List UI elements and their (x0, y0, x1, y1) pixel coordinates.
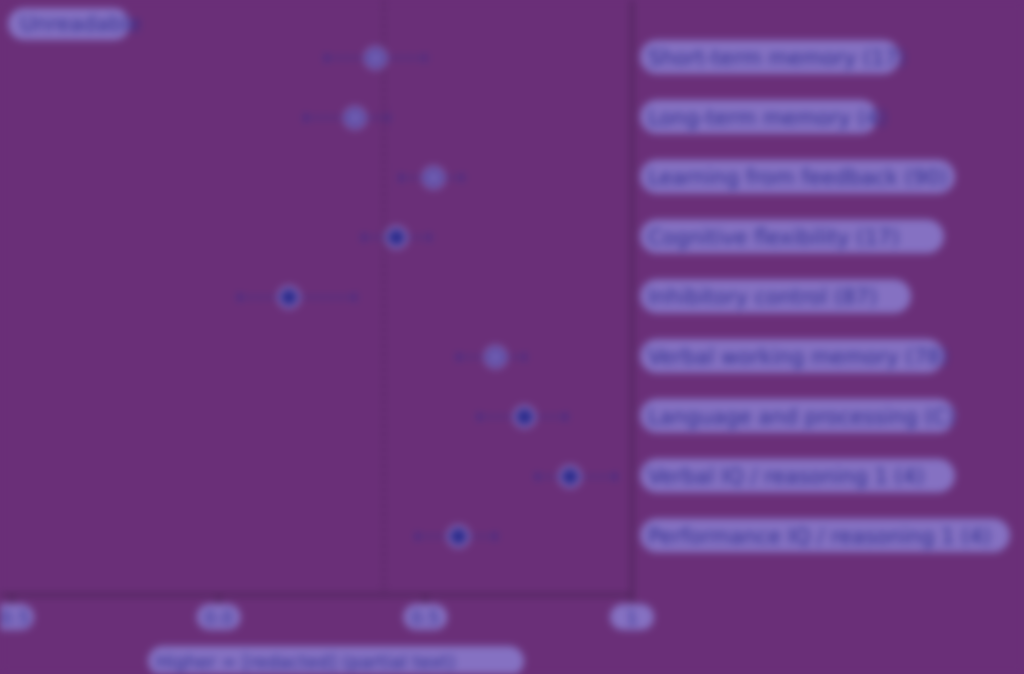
row-label-group: Short-term memory (17) (640, 40, 906, 74)
x-axis-label: Higher = [redacted] (partial text) (156, 652, 455, 673)
x-ticks-layer: -0.5 0.0 0.5 1 (0, 595, 654, 630)
x-tick-label: 0.5 (411, 608, 440, 629)
point-glow (421, 165, 446, 190)
point-glow (363, 46, 388, 70)
legend-text: Unreadable (20, 12, 141, 36)
legend-fragment: Unreadable (8, 8, 141, 40)
row-label-group: Performance IQ / reasoning 1 (4) (640, 518, 1010, 553)
forest-row (362, 225, 431, 250)
row-label-group: Language and processing (C) (640, 398, 955, 433)
row-label-glow (640, 279, 911, 314)
row-label-group: Learning from feedback (90) (640, 159, 955, 194)
row-label: Short-term memory (17) (648, 46, 906, 70)
x-tick-label-glow (403, 604, 448, 630)
forest-row (457, 345, 526, 369)
row-label-glow (640, 99, 878, 134)
row-label-glow (640, 339, 944, 373)
forest-row (478, 404, 567, 429)
row-label: Cognitive flexibility (17) (648, 225, 899, 249)
x-axis-label-group: Higher = [redacted] (partial text) (148, 646, 524, 674)
point-estimate (388, 229, 405, 246)
row-label: Verbal IQ / reasoning 1 (4) (648, 465, 924, 489)
forest-row (399, 165, 464, 190)
row-label: Verbal working memory (78) (648, 345, 949, 369)
x-tick-label: -0.5 (0, 608, 30, 629)
forest-row (416, 524, 497, 549)
point-estimate (450, 528, 467, 545)
row-label-group: Inhibitory control (87) (640, 279, 911, 314)
forest-row (535, 464, 617, 489)
point-estimate (425, 169, 442, 186)
x-axis-label-glow (148, 646, 524, 674)
point-estimate (516, 408, 533, 425)
row-label-group: Long-term memory (4) (640, 99, 887, 134)
point-estimate (347, 109, 364, 126)
x-tick-label-glow (196, 604, 241, 630)
row-label-glow (640, 219, 944, 254)
row-label-group: Verbal IQ / reasoning 1 (4) (640, 458, 955, 493)
row-label: Long-term memory (4) (648, 106, 887, 130)
point-glow (343, 105, 368, 130)
row-label-glow (640, 398, 955, 433)
point-estimate (367, 50, 384, 66)
point-glow (483, 345, 508, 369)
row-label: Learning from feedback (90) (648, 166, 948, 190)
forest-row (325, 46, 427, 70)
row-labels-layer: Short-term memory (17) Long-term memory (… (640, 40, 1010, 553)
row-label: Inhibitory control (87) (648, 285, 877, 309)
forest-row (304, 105, 390, 130)
row-label-glow (640, 518, 1010, 553)
row-label: Performance IQ / reasoning 1 (4) (648, 524, 991, 548)
legend-glow (8, 8, 130, 40)
row-label-glow (640, 458, 955, 493)
row-label-glow (640, 159, 955, 194)
x-tick-label-glow (0, 604, 34, 630)
row-label: Language and processing (C) (648, 405, 955, 429)
point-estimate (280, 289, 297, 306)
x-tick-label-glow (610, 604, 654, 630)
point-estimate (487, 349, 504, 365)
row-label-group: Verbal working memory (78) (640, 339, 949, 373)
forest-row (238, 285, 357, 310)
rows-layer (238, 46, 617, 549)
row-label-group: Cognitive flexibility (17) (640, 219, 944, 254)
x-tick-label: 1 (626, 608, 637, 629)
x-tick-label: 0.0 (204, 608, 233, 629)
row-label-glow (640, 40, 900, 74)
point-estimate (562, 468, 578, 485)
